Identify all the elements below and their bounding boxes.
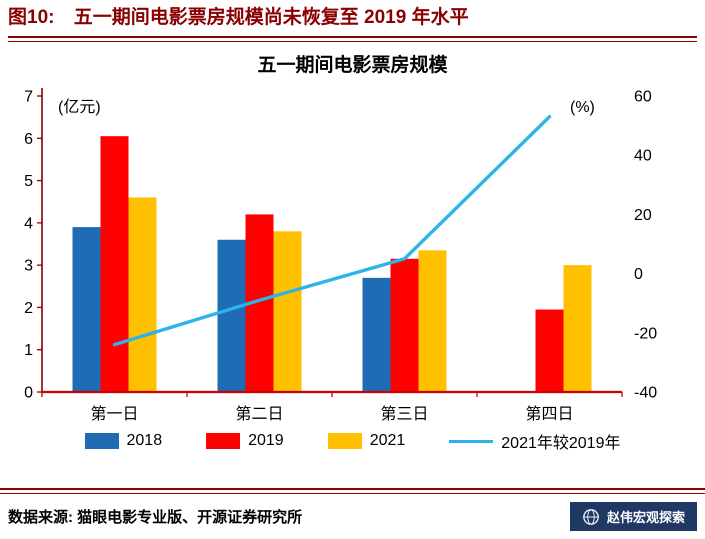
bar-2021-第三日 [418,250,447,392]
x-category-label: 第三日 [380,405,428,423]
left-axis-tick-label: 4 [24,215,33,232]
legend-label: 2021 [369,432,406,449]
chart-title: 五一期间电影票房规模 [257,55,448,76]
legend-item-2019: 2019 [206,432,284,450]
bar-2021-第四日 [563,265,592,392]
bar-2021-第二日 [273,231,302,392]
chart-legend: 2018 2019 2021 2021年较2019年 [0,429,705,453]
left-axis-tick-label: 7 [24,89,33,106]
right-axis-tick-label: -20 [634,325,657,342]
legend-item-2018: 2018 [84,432,163,450]
legend-item-2021年较2019年: 2021年较2019年 [449,429,620,453]
x-category-label: 第二日 [235,405,283,423]
bar-2018-第一日 [72,227,101,392]
right-axis-tick-label: 60 [634,89,652,106]
left-axis-tick-label: 5 [24,173,33,190]
right-axis-unit-label: (%) [570,99,595,116]
figure-header-text: 图10: 五一期间电影票房规模尚未恢复至 2019 年水平 [8,6,697,30]
brand-logo-text: 赵伟宏观探索 [606,510,685,525]
bar-2019-第三日 [390,258,419,392]
right-axis-tick-label: 20 [634,207,652,224]
bar-2021-第一日 [128,197,157,392]
left-axis-tick-label: 1 [24,342,33,359]
bar-2019-第四日 [535,309,564,392]
figure-title: 五一期间电影票房规模尚未恢复至 2019 年水平 [73,7,469,28]
legend-item-2021: 2021 [327,432,406,450]
globe-icon [583,508,599,525]
right-axis-tick-label: 0 [634,266,643,283]
x-category-label: 第一日 [90,405,138,423]
figure-number: 图10: [8,7,55,28]
legend-label: 2019 [248,432,284,449]
right-axis-tick-label: -40 [634,385,657,402]
footer-divider [0,488,705,494]
bar-2018-第三日 [362,277,391,392]
header-divider [8,36,697,42]
footer-row: 数据来源: 猫眼电影专业版、开源证券研究所 赵伟宏观探索 [0,494,705,539]
legend-label: 2018 [126,432,163,449]
left-axis-tick-label: 2 [24,300,33,317]
brand-logo: 赵伟宏观探索 [569,502,697,531]
left-axis-unit-label: (亿元) [58,98,101,116]
x-category-label: 第四日 [525,405,573,423]
legend-color-swatch [327,433,362,449]
legend-color-swatch [206,433,241,449]
bar-2019-第一日 [100,136,129,392]
legend-line-swatch [449,439,494,443]
figure-header: 图10: 五一期间电影票房规模尚未恢复至 2019 年水平 [0,0,705,42]
footer: 数据来源: 猫眼电影专业版、开源证券研究所 赵伟宏观探索 [0,482,705,539]
left-axis-tick-label: 0 [24,385,33,402]
chart-canvas: 0 1 2 3 4 5 6 7 -40 -20 0 20 40 60 第一日 第二日 第三日 第四日 (亿元) (%) [24,88,657,423]
left-axis-tick-label: 3 [24,258,33,275]
data-source: 数据来源: 猫眼电影专业版、开源证券研究所 [8,509,303,526]
right-axis-tick-label: 40 [634,148,652,165]
line-2021年较2019年 [112,115,552,347]
bar-2018-第二日 [217,239,246,392]
left-axis-tick-label: 6 [24,131,33,148]
legend-label: 2021年较2019年 [501,435,621,452]
legend-color-swatch [84,433,119,449]
